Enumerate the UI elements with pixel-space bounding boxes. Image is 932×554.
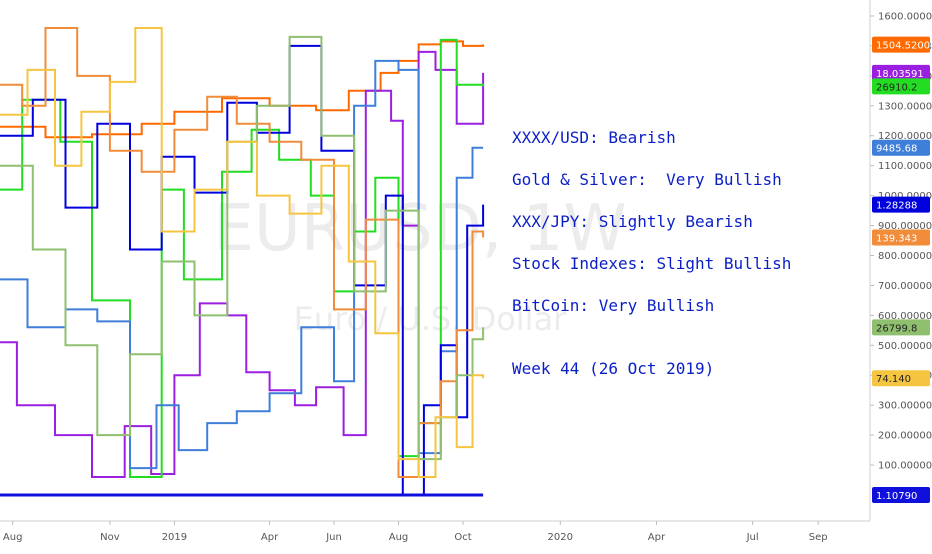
price-label-bg: [872, 487, 930, 503]
y-tick-label: 1300.00000: [878, 101, 932, 112]
price-label-text: 139.343: [876, 234, 917, 245]
y-tick-label: 300.00000: [878, 401, 932, 412]
x-tick-label: Oct: [454, 532, 471, 543]
x-tick-label: 2020: [548, 532, 573, 543]
price-label-bg: [872, 64, 930, 81]
y-tick-label: 800.00000: [878, 251, 932, 262]
x-tick-label: Nov: [100, 532, 120, 543]
series-line: [0, 50, 485, 478]
price-label-text: 1.28288: [876, 201, 917, 212]
x-tick-label: 2019: [162, 532, 187, 543]
series-line: [0, 59, 484, 470]
series-line: [0, 27, 485, 478]
annotation-gold-silver: Gold & Silver: Very Bullish: [512, 170, 782, 189]
x-tick-label: Aug: [389, 532, 409, 543]
price-label-bg: [872, 196, 930, 213]
price-label: 139.343: [872, 229, 930, 246]
price-label: 1504.52000: [872, 36, 932, 53]
x-tick-label: Sep: [809, 532, 828, 543]
price-label: 1.28288: [872, 196, 930, 213]
price-label-text: 26799.8: [876, 323, 917, 334]
price-label-bg: [872, 139, 930, 156]
price-label: 74.140: [872, 370, 930, 387]
y-tick-label: 700.00000: [878, 281, 932, 292]
annotation-stock-indexes: Stock Indexes: Slight Bullish: [512, 254, 792, 273]
price-label: 9485.68: [872, 139, 930, 156]
series-line: [0, 27, 485, 478]
annotation-fx-jpy: XXX/JPY: Slightly Bearish: [512, 212, 753, 231]
y-tick-label: 900.00000: [878, 221, 932, 232]
x-tick-label: Jun: [325, 532, 342, 543]
price-label-text: 26910.2: [876, 82, 917, 93]
price-label-text: 1.10790: [876, 491, 917, 502]
x-tick-label: Apr: [648, 532, 666, 543]
price-label-text: 9485.68: [876, 144, 917, 155]
series-line: [0, 44, 485, 496]
price-label-bg: [872, 36, 930, 53]
watermark-symbol: EURUSD, 1W: [213, 192, 626, 266]
price-label-text: 74.140: [876, 374, 911, 385]
price-labels: 1504.52000 18.03591 26910.2 9485.68 1.28288 1…: [872, 36, 932, 503]
y-tick-label: 1600.00000: [878, 11, 932, 22]
watermark-name: Euro / U.S. Dollar: [294, 300, 568, 338]
price-label-text: 1504.52000: [876, 41, 932, 52]
y-tick-label: 1100.00000: [878, 161, 932, 172]
price-label-bg: [872, 229, 930, 246]
x-tick-label: Aug: [3, 532, 23, 543]
y-tick-label: 1200.00000: [878, 131, 932, 142]
x-tick-label: Apr: [261, 532, 279, 543]
x-axis: Aug Nov 2019 Apr Jun Aug Oct 2020 Apr Jul Sep: [0, 520, 870, 543]
series-layer: [0, 27, 485, 497]
price-label: 26799.8: [872, 319, 930, 336]
price-label-bg: [872, 319, 930, 336]
annotation-bitcoin: BitCoin: Very Bullish: [512, 296, 715, 315]
annotation-week: Week 44 (26 Oct 2019): [512, 359, 715, 378]
price-label: 1.10790: [872, 487, 930, 503]
x-tick-label: Jul: [746, 532, 759, 543]
y-tick-label: 500.00000: [878, 341, 932, 352]
price-label-bg: [872, 370, 930, 387]
price-label-bg: [872, 78, 930, 95]
y-tick-label: 600.00000: [878, 311, 932, 322]
y-tick-label: 200.00000: [878, 431, 932, 442]
watermark: EURUSD, 1W Euro / U.S. Dollar: [213, 192, 626, 338]
y-tick-label: 100.00000: [878, 461, 932, 472]
annotation-fx-usd: XXXX/USD: Bearish: [512, 128, 676, 147]
price-label: 18.03591: [872, 64, 930, 81]
price-label-text: 18.03591: [876, 69, 924, 80]
price-label: 26910.2: [872, 78, 930, 95]
